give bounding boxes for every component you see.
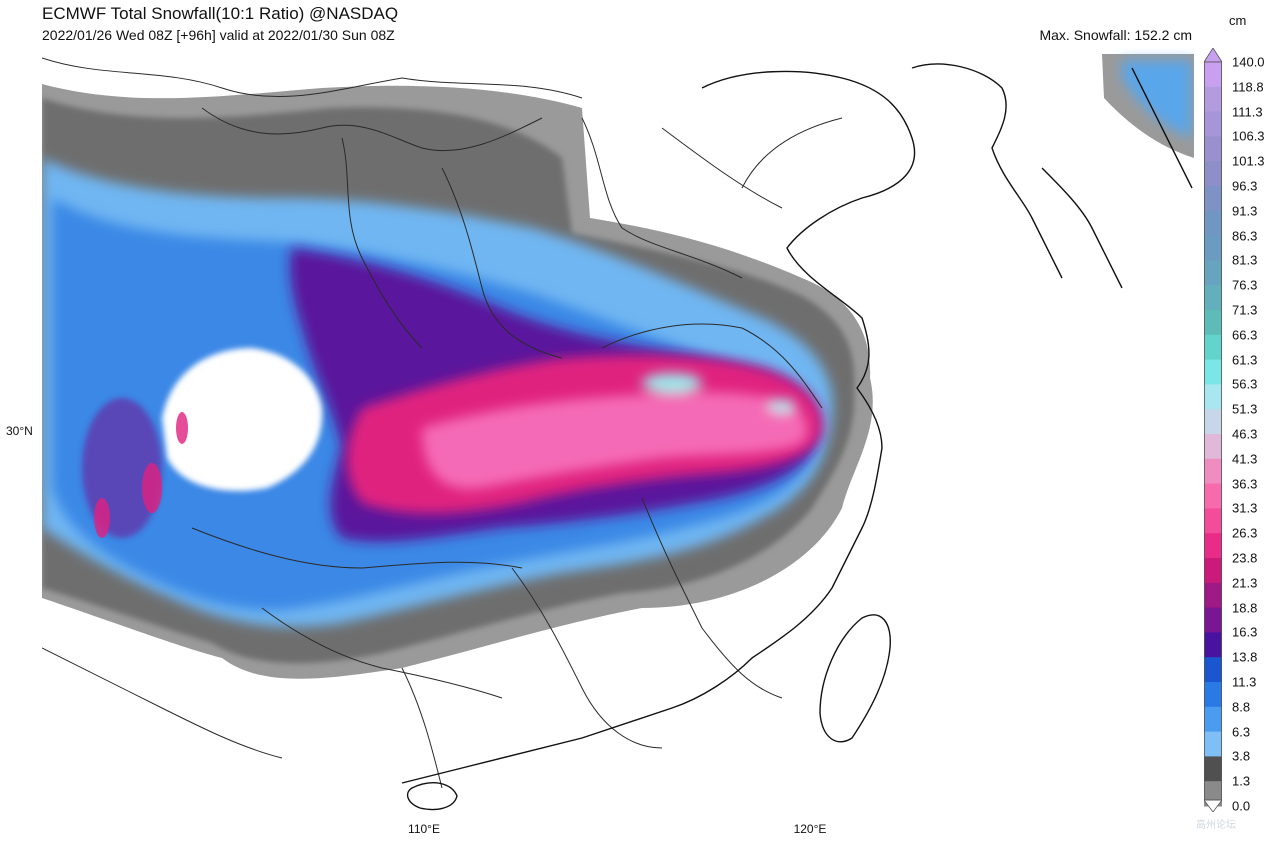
colorbar-swatch: [1204, 582, 1222, 609]
colorbar-label: 76.3: [1232, 277, 1258, 293]
colorbar-label: 71.3: [1232, 302, 1258, 318]
colorbar-outline: [1204, 61, 1222, 801]
colorbar-label: 18.8: [1232, 600, 1258, 616]
colorbar-swatch: [1204, 62, 1222, 88]
coastline: [401, 63, 1193, 784]
colorbar-units: cm: [1229, 13, 1247, 28]
map-subtitle: 2022/01/26 Wed 08Z [+96h] valid at 2022/…: [42, 27, 395, 43]
max-snowfall-label: Max. Snowfall: 152.2 cm: [1039, 27, 1192, 43]
lat-tick-30n: 30°N: [6, 424, 33, 438]
colorbar-label: 1.3: [1232, 773, 1251, 789]
colorbar-label: 81.3: [1232, 252, 1258, 268]
colorbar-swatch: [1204, 161, 1222, 187]
colorbar-swatch: [1204, 111, 1222, 137]
colorbar-swatch: [1204, 607, 1222, 633]
colorbar-label: 31.3: [1232, 500, 1258, 516]
colorbar-label: 23.8: [1232, 550, 1258, 566]
colorbar-swatch: [1204, 210, 1222, 237]
colorbar-label: 8.8: [1232, 699, 1251, 715]
snowfall-left-void: [162, 348, 323, 491]
colorbar-label: 91.3: [1232, 203, 1258, 219]
colorbar-label: 51.3: [1232, 401, 1258, 417]
snowfall-pink-core: [422, 373, 808, 489]
colorbar-label: 118.8: [1232, 79, 1264, 95]
colorbar-label: 96.3: [1232, 178, 1258, 194]
province-boundaries: [42, 57, 843, 789]
colorbar-top-arrow: [1204, 48, 1222, 63]
colorbar-label: 86.3: [1232, 228, 1258, 244]
colorbar-swatch: [1204, 657, 1222, 683]
colorbar-label: 66.3: [1232, 327, 1258, 343]
colorbar-label: 46.3: [1232, 426, 1258, 442]
colorbar-swatch: [1204, 756, 1222, 782]
colorbar-swatch: [1204, 706, 1222, 733]
colorbar-label: 101.3: [1232, 153, 1265, 169]
colorbar-swatch: [1204, 409, 1222, 435]
colorbar-label: 3.8: [1232, 748, 1251, 764]
taiwan-island: [819, 614, 891, 743]
watermark-text: 高州论坛: [1196, 820, 1236, 831]
colorbar-swatch: [1204, 508, 1222, 534]
colorbar-label: 41.3: [1232, 451, 1258, 467]
colorbar-label: 36.3: [1232, 476, 1258, 492]
colorbar: [1204, 48, 1222, 812]
colorbar-swatch: [1204, 384, 1222, 410]
colorbar-label: 13.8: [1232, 649, 1258, 665]
colorbar-label: 61.3: [1232, 352, 1258, 368]
colorbar-swatch: [1204, 483, 1222, 509]
lon-tick-110e: 110°E: [408, 822, 440, 836]
colorbar-label: 140.0: [1232, 54, 1265, 70]
colorbar-swatch: [1204, 731, 1222, 757]
colorbar-swatch: [1204, 359, 1222, 385]
lon-tick-120e: 120°E: [793, 822, 827, 836]
colorbar-swatch: [1204, 558, 1222, 584]
colorbar-label: 56.3: [1232, 376, 1258, 392]
colorbar-swatch: [1204, 458, 1222, 485]
colorbar-swatch: [1204, 260, 1222, 286]
colorbar-swatch: [1204, 334, 1222, 361]
colorbar-swatch: [1204, 86, 1222, 113]
colorbar-swatch: [1204, 186, 1222, 212]
colorbar-label: 106.3: [1232, 128, 1265, 144]
colorbar-swatch: [1204, 434, 1222, 460]
colorbar-label: 21.3: [1232, 575, 1258, 591]
hainan-island: [406, 782, 458, 811]
colorbar-swatch: [1204, 682, 1222, 708]
snowfall-left-patches: [82, 398, 188, 538]
colorbar-label: 111.3: [1232, 104, 1263, 120]
snowfall-map: [42, 48, 1194, 812]
colorbar-label: 26.3: [1232, 525, 1258, 541]
colorbar-swatch: [1204, 235, 1222, 261]
colorbar-label: 0.0: [1232, 798, 1251, 814]
colorbar-label: 16.3: [1232, 624, 1258, 640]
colorbar-swatch: [1204, 136, 1222, 162]
colorbar-swatch: [1204, 310, 1222, 336]
map-title: ECMWF Total Snowfall(10:1 Ratio) @NASDAQ: [42, 4, 399, 23]
colorbar-swatch: [1204, 632, 1222, 658]
colorbar-label: 11.3: [1232, 674, 1257, 690]
colorbar-label: 6.3: [1232, 724, 1251, 740]
colorbar-swatch: [1204, 285, 1222, 311]
colorbar-swatch: [1204, 533, 1222, 559]
